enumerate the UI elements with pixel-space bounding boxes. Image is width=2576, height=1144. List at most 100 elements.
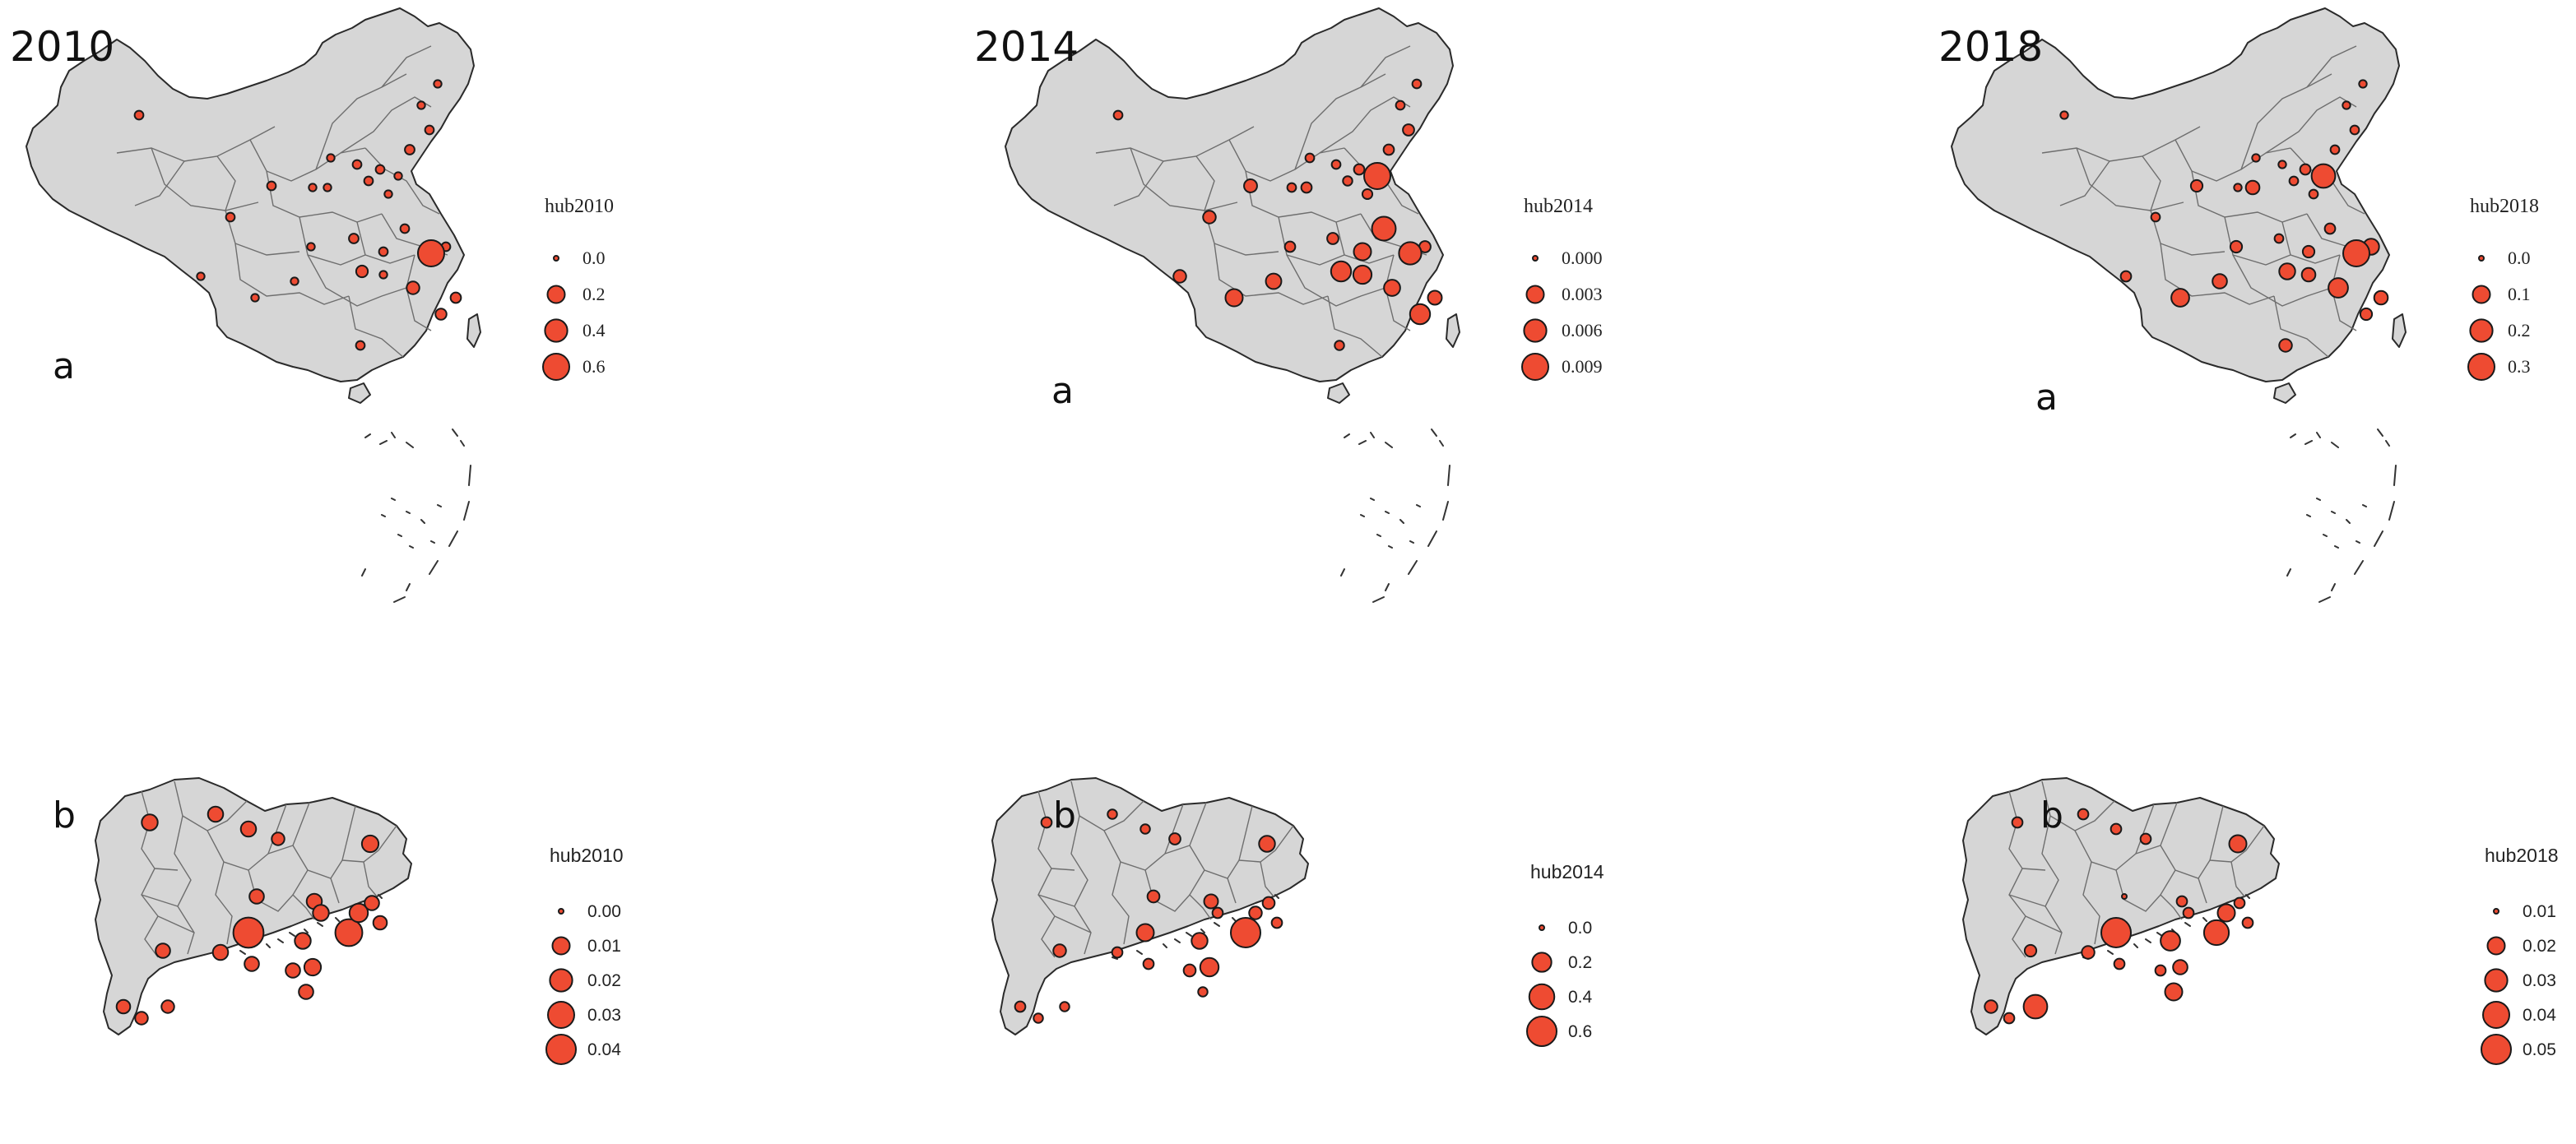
legend-bubble	[544, 318, 569, 343]
hub-bubble	[271, 831, 285, 846]
hub-bubble	[285, 962, 301, 979]
hub-bubble	[1202, 210, 1217, 225]
legend-bubble	[2486, 936, 2506, 956]
hub-bubble	[1203, 893, 1219, 910]
hub-bubble	[225, 211, 236, 223]
year-label-2010: 2010	[10, 23, 115, 71]
hub-bubble	[1146, 889, 1161, 904]
hub-bubble	[207, 805, 225, 823]
hub-bubble	[1395, 100, 1406, 111]
hub-bubble	[1353, 163, 1366, 176]
hub-bubble	[141, 813, 159, 831]
hub-bubble	[2172, 959, 2188, 975]
hub-bubble	[2228, 834, 2248, 854]
hub-bubble	[433, 79, 443, 89]
legend-label: 0.01	[2523, 902, 2556, 921]
legend-label: 0.2	[583, 284, 606, 304]
hub-bubble	[2022, 993, 2049, 1020]
hub-bubble	[434, 308, 448, 321]
hub-bubble	[2216, 903, 2236, 923]
hub-bubble	[248, 888, 265, 905]
legend-label: 0.04	[2523, 1006, 2556, 1025]
hub-bubble	[1142, 957, 1155, 970]
hub-bubble	[2288, 175, 2300, 187]
hub-bubble	[196, 271, 206, 281]
hub-bubble	[393, 171, 403, 181]
hub-bubble	[1304, 152, 1316, 164]
hub-bubble	[2323, 222, 2337, 235]
legend-label: 0.02	[587, 971, 621, 990]
hub-bubble	[2164, 982, 2184, 1002]
panel-tag-a-2018: a	[2035, 377, 2058, 419]
map-panel-2018-guangdong: hub2018 0.01 0.02 0.03 0.04 0.05	[1962, 777, 2559, 1065]
legend-label: 0.2	[2508, 320, 2531, 340]
panel-tag-b-2014: b	[1053, 794, 1076, 836]
hub-bubble	[2175, 895, 2188, 908]
map-panel-2018-china: hub2018 0.0 0.1 0.2 0.3	[1951, 7, 2539, 603]
hub-bubble	[1199, 956, 1220, 978]
hub-bubble	[2373, 289, 2389, 306]
hub-bubble	[1363, 162, 1391, 190]
hub-bubble	[2150, 211, 2161, 223]
hub-bubble	[1211, 906, 1224, 919]
hub-bubble	[1248, 905, 1263, 920]
legend-bubble	[1523, 318, 1548, 343]
hub-bubble	[2154, 964, 2167, 977]
legend-label: 0.6	[1568, 1022, 1592, 1041]
hub-bubble	[416, 100, 426, 110]
legend-bubble	[2472, 285, 2491, 304]
hub-bubble	[1014, 1000, 1027, 1013]
hub-bubble	[2241, 916, 2254, 929]
hub-bubble	[2251, 153, 2261, 163]
legend-title: hub2010	[550, 845, 624, 866]
hub-bubble	[355, 264, 369, 279]
hub-bubble	[312, 904, 330, 922]
hub-bubble	[1040, 816, 1053, 829]
legend-hub2010-china: hub2010 0.0 0.2 0.4 0.6	[542, 196, 614, 381]
year-label-2014: 2014	[974, 23, 1079, 71]
legend-label: 0.01	[587, 937, 621, 956]
legend-hub2014-china: hub2014 0.000 0.003 0.006 0.009	[1521, 196, 1603, 381]
legend-bubble	[553, 255, 559, 262]
hub-bubbles-2018-china	[2059, 79, 2389, 353]
legend-bubble	[546, 285, 566, 304]
hub-bubble	[1334, 340, 1345, 351]
hub-bubble	[2081, 945, 2096, 960]
legend-bubble	[1526, 1016, 1557, 1047]
panel-tag-b-2010: b	[53, 794, 76, 836]
hub-bubble	[378, 246, 389, 257]
legend-label: 0.1	[2508, 284, 2531, 304]
hub-bubble	[134, 1011, 149, 1026]
map-panel-2010-china: hub2010 0.0 0.2 0.4 0.6	[26, 7, 614, 603]
hub-bubble	[2349, 124, 2360, 136]
hub-bubble	[298, 984, 314, 1000]
map-panel-2014-china: hub2014 0.000 0.003 0.006 0.009	[1005, 7, 1603, 603]
hub-bubble	[2212, 273, 2228, 289]
hub-bubble	[1168, 832, 1181, 845]
hub-bubble	[1139, 823, 1151, 835]
legend-label: 0.2	[1568, 953, 1592, 972]
hub-bubble	[2273, 233, 2285, 244]
hub-bubble	[378, 270, 388, 280]
legend-bubble	[2481, 1034, 2512, 1065]
legend-label: 0.00	[587, 902, 621, 921]
hub-bubble	[2229, 239, 2244, 254]
hub-bubble	[2023, 943, 2038, 958]
legend-hub2018-china: hub2018 0.0 0.1 0.2 0.3	[2467, 196, 2539, 381]
hub-bubble	[1135, 923, 1155, 943]
legend-label: 0.02	[2523, 937, 2556, 956]
map-panel-2010-guangdong: hub2010 0.00 0.01 0.02 0.03 0.04	[95, 777, 624, 1065]
panel-tag-a-2014: a	[1051, 370, 1074, 412]
hub-bubble	[2328, 277, 2349, 299]
hub-bubble	[1270, 916, 1283, 929]
hub-bubble	[306, 242, 316, 252]
hub-bubble	[1283, 240, 1297, 253]
hub-bubble	[334, 918, 364, 947]
hub-bubble	[2100, 917, 2132, 948]
hub-bubble	[250, 293, 260, 303]
hub-bubble	[1265, 272, 1283, 290]
hub-bubble	[1409, 303, 1432, 326]
legend-bubble	[551, 936, 571, 956]
hub-bubble	[2160, 930, 2181, 952]
